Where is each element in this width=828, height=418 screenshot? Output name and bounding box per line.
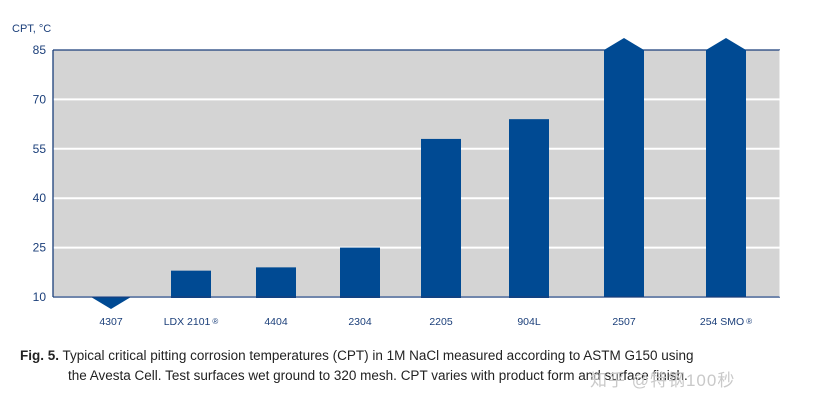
x-tick-label: 904L	[517, 316, 541, 328]
cpt-bar-chart: 10 25 40 55 70 85 4307 LDX 2101 ® 4404 2304 2205 904…	[12, 23, 781, 328]
y-axis-title: CPT, °C	[12, 23, 51, 35]
plot-area	[53, 50, 780, 297]
bar-2507	[604, 38, 644, 297]
bars	[91, 38, 746, 309]
bar-4307	[91, 297, 131, 309]
bar-254-smo	[706, 38, 746, 297]
figure-caption: Fig. 5. Typical critical pitting corrosi…	[20, 346, 810, 386]
bar-2304	[340, 247, 380, 298]
x-tick-label: 2304	[348, 316, 372, 328]
x-tick-label: 2507	[612, 316, 636, 328]
y-tick-label: 70	[33, 92, 47, 106]
bar-2205	[421, 138, 461, 298]
bar-ldx-2101	[171, 270, 211, 298]
caption-line-1: Typical critical pitting corrosion tempe…	[62, 348, 694, 363]
caption-label: Fig. 5.	[20, 348, 60, 363]
x-tick-label: 2205	[429, 316, 453, 328]
x-tick-label: 4404	[264, 316, 288, 328]
x-tick-label: 254 SMO ®	[700, 316, 752, 328]
axes: 10 25 40 55 70 85 4307 LDX 2101 ® 4404 2304 2205 904…	[33, 43, 781, 328]
y-tick-label: 85	[33, 43, 47, 57]
watermark: 知乎 @特钢100秒	[590, 371, 736, 390]
bar-4404	[256, 267, 296, 298]
y-tick-label: 55	[33, 142, 47, 156]
y-tick-label: 10	[33, 290, 47, 304]
x-tick-label: 4307	[99, 316, 123, 328]
caption-line-2: the Avesta Cell. Test surfaces wet groun…	[68, 368, 688, 383]
y-tick-label: 40	[33, 191, 47, 205]
y-tick-label: 25	[33, 241, 47, 255]
bar-904l	[509, 119, 549, 298]
x-tick-label: LDX 2101 ®	[164, 316, 219, 328]
